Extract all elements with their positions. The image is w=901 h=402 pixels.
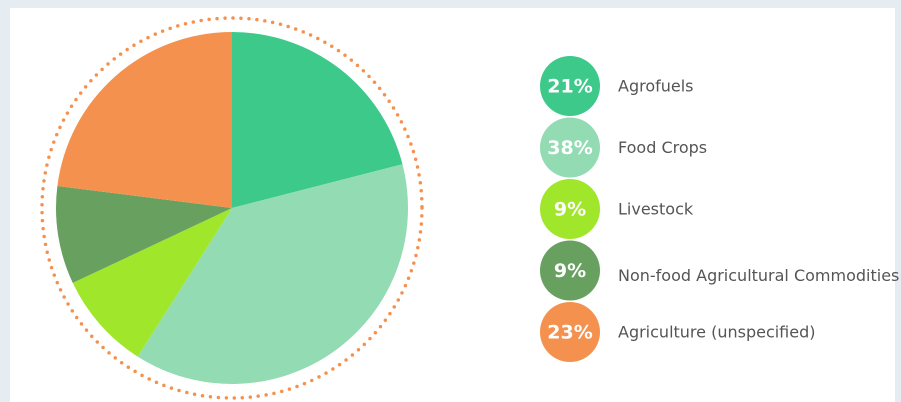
legend-badge: [540, 56, 600, 116]
legend-badge: [540, 240, 600, 301]
legend-label: Agriculture (unspecified): [618, 323, 816, 342]
pie-slice: [55, 185, 233, 283]
legend-value: 9%: [554, 199, 586, 221]
legend-label: Non-food Agricultural Commodities: [618, 266, 899, 285]
dotted-ring: [40, 16, 424, 400]
legend-label: Agrofuels: [618, 77, 694, 96]
legend-value: 21%: [547, 76, 592, 98]
legend-badge: [540, 179, 600, 239]
legend-badge: [540, 302, 600, 362]
legend-label: Livestock: [618, 200, 694, 219]
legend-value: 38%: [547, 137, 592, 159]
pie-slice: [232, 32, 403, 208]
pie-slice: [137, 164, 408, 385]
pie-slice: [57, 32, 232, 208]
legend-label: Food Crops: [618, 138, 707, 157]
pie-slice: [72, 208, 232, 357]
legend-value: 23%: [547, 322, 592, 344]
legend-value: 9%: [554, 260, 586, 282]
legend-badge: [540, 117, 600, 178]
